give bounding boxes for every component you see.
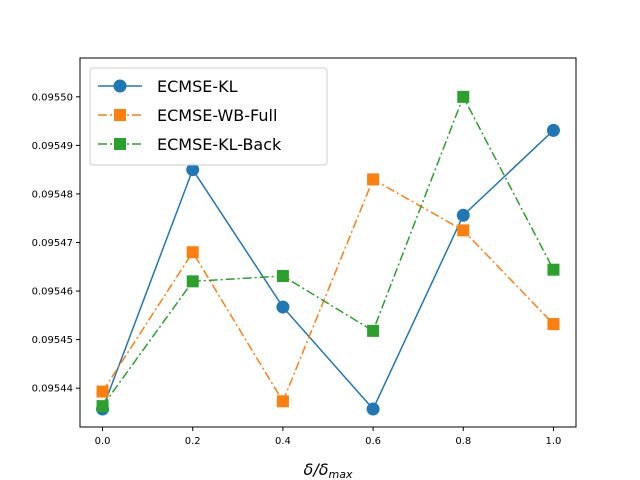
legend-label: ECMSE-KL [157, 77, 238, 96]
y-tick-label: 0.09546 [32, 287, 73, 298]
legend-label: ECMSE-WB-Full [157, 106, 277, 125]
x-tick-label: 0.2 [185, 436, 201, 447]
y-tick-label: 0.09549 [32, 141, 73, 152]
data-point [186, 246, 199, 259]
y-tick-label: 0.09548 [32, 189, 73, 200]
series-ecmse-kl [96, 123, 560, 416]
x-axis-label: δ/δmax [304, 460, 353, 480]
data-point [276, 300, 290, 314]
data-point [547, 318, 560, 331]
series-line [101, 95, 555, 407]
data-point [186, 275, 199, 288]
legend-marker [113, 79, 127, 93]
data-point [186, 163, 200, 177]
x-tick-label: 0.0 [95, 436, 111, 447]
data-point [366, 402, 380, 416]
x-tick-label: 0.4 [275, 436, 291, 447]
x-axis-label-main: δ/δ [304, 460, 329, 479]
x-axis: 0.0 0.2 0.4 0.6 0.8 1.0 [95, 427, 562, 447]
data-point [547, 263, 560, 276]
series-line [101, 178, 554, 403]
data-point [276, 395, 289, 408]
x-tick-label: 0.8 [455, 436, 471, 447]
x-axis-label-subscript: max [329, 468, 353, 480]
legend-box [89, 67, 328, 166]
series-ecmse-wb-full [96, 173, 560, 408]
y-axis: 0.09544 0.09545 0.09546 0.09547 0.09548 0.095… [32, 92, 80, 395]
data-point [546, 123, 560, 137]
y-tick-label: 0.09544 [32, 384, 73, 395]
data-point [457, 224, 470, 237]
y-tick-label: 0.09550 [32, 92, 73, 103]
x-tick-label: 0.6 [365, 436, 381, 447]
data-point [367, 173, 380, 186]
series-layer [96, 90, 560, 416]
legend-marker [114, 138, 126, 150]
y-tick-label: 0.09547 [32, 238, 73, 249]
y-tick-label: 0.09545 [32, 335, 73, 346]
legend-marker [114, 109, 126, 121]
data-point [96, 385, 109, 398]
legend-label: ECMSE-KL-Back [157, 135, 282, 154]
data-point [96, 400, 109, 413]
data-point [457, 90, 470, 103]
legend: ECMSE-KL ECMSE-WB-Full ECMSE-KL-Back [89, 67, 328, 166]
data-point [456, 208, 470, 222]
x-tick-label: 1.0 [546, 436, 562, 447]
series-line [101, 129, 554, 411]
series-ecmse-kl-back [96, 90, 560, 413]
data-point [367, 324, 380, 337]
data-point [276, 270, 289, 283]
